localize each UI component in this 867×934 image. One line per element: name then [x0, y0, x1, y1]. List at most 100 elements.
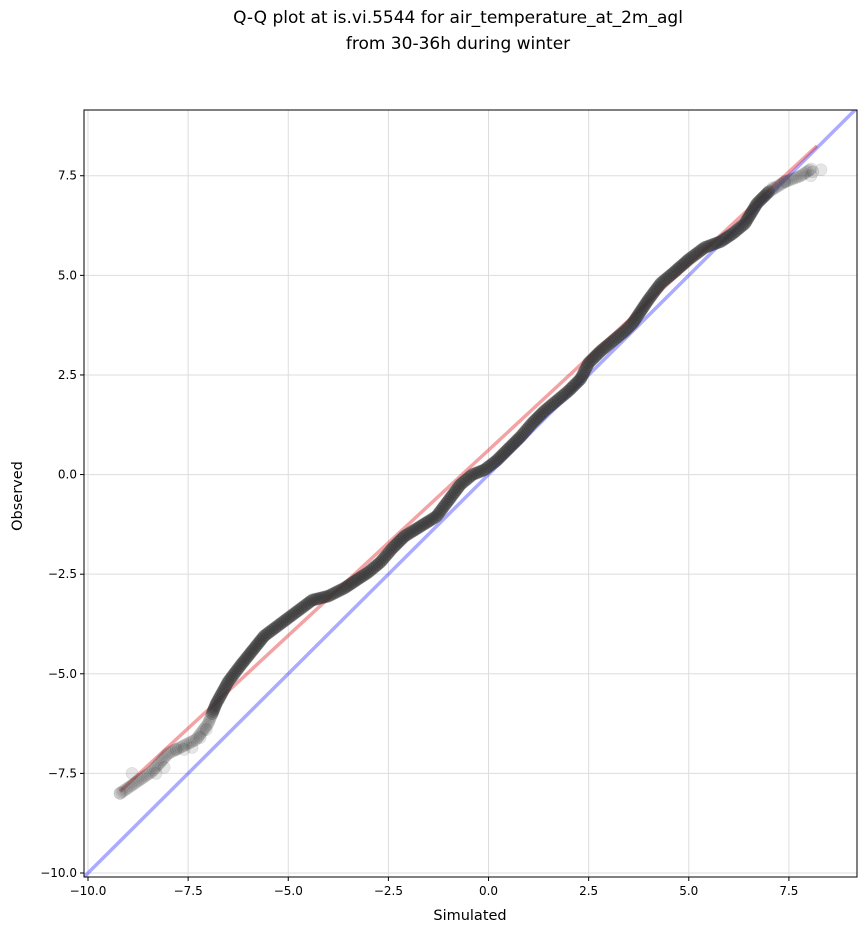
quantile-point: [509, 434, 523, 448]
quantile-point: [491, 452, 505, 466]
quantile-point: [738, 217, 752, 230]
quantile-point: [239, 652, 252, 666]
quantile-point: [189, 733, 203, 746]
quantile-point: [731, 222, 745, 236]
quantile-point: [500, 443, 514, 457]
quantile-point: [502, 442, 515, 456]
quantile-point: [266, 622, 280, 636]
quantile-point: [204, 709, 218, 723]
quantile-point: [753, 194, 767, 208]
quantile-point: [154, 755, 168, 769]
quantile-point: [317, 590, 331, 604]
quantile-point: [171, 742, 185, 755]
quantile-point: [177, 743, 191, 756]
quantile-point: [158, 750, 172, 764]
quantile-point: [248, 641, 262, 654]
quantile-point: [208, 699, 222, 713]
quantile-point: [454, 478, 467, 491]
quantile-point: [228, 666, 242, 680]
quantile-point: [224, 671, 238, 685]
fit-line: [118, 144, 819, 793]
quantile-point: [398, 529, 411, 543]
quantile-point: [750, 197, 764, 211]
quantile-point: [521, 421, 535, 435]
quantile-point: [311, 592, 325, 605]
quantile-point: [329, 585, 343, 599]
quantile-point: [323, 588, 337, 602]
quantile-point: [724, 228, 738, 242]
quantile-point: [333, 583, 347, 597]
quantile-point: [515, 428, 529, 442]
quantile-point: [657, 274, 671, 287]
quantile-point: [443, 492, 457, 506]
quantile-point: [602, 337, 616, 351]
quantile-point: [291, 604, 305, 618]
quantile-point: [577, 366, 591, 380]
quantile-point: [370, 558, 384, 572]
quantile-point: [147, 763, 160, 777]
x-tick-label: −5.0: [274, 884, 303, 898]
quantile-point: [136, 771, 150, 784]
quantile-point: [792, 170, 806, 183]
quantile-point: [181, 737, 195, 750]
quantile-point: [546, 397, 560, 411]
quantile-point: [647, 285, 661, 299]
quantile-point: [466, 468, 479, 481]
quantile-point: [286, 608, 300, 622]
quantile-point: [442, 494, 455, 507]
quantile-point: [125, 767, 139, 780]
quantile-point: [455, 476, 469, 490]
quantile-point: [185, 741, 199, 754]
quantile-point: [277, 614, 291, 628]
x-tick-label: −2.5: [374, 884, 403, 898]
quantile-point: [414, 519, 427, 533]
quantile-point: [440, 495, 454, 509]
quantile-point: [680, 254, 694, 268]
quantile-point: [764, 184, 778, 197]
quantile-point: [155, 753, 169, 767]
quantile-point: [385, 541, 399, 555]
quantile-point: [743, 208, 757, 221]
quantile-point: [716, 233, 729, 247]
quantile-point: [200, 718, 214, 732]
quantile-point: [747, 202, 760, 216]
quantile-point: [309, 592, 323, 606]
quantile-point: [117, 784, 131, 798]
quantile-point: [588, 350, 602, 364]
quantile-point: [479, 462, 493, 475]
quantile-point: [220, 677, 234, 691]
quantile-point: [529, 413, 542, 427]
quantile-point: [769, 180, 783, 194]
quantile-point: [706, 238, 720, 251]
quantile-point: [774, 177, 788, 191]
quantile-point: [148, 761, 162, 775]
quantile-point: [275, 616, 289, 630]
quantile-point: [343, 578, 356, 592]
quantile-point: [574, 372, 588, 386]
quantile-point: [650, 282, 664, 296]
quantile-point: [530, 411, 544, 425]
quantile-point: [661, 271, 675, 285]
plot-area: [84, 110, 857, 877]
quantile-point: [390, 537, 404, 551]
quantile-point: [708, 237, 722, 251]
quantile-point: [508, 436, 521, 450]
quantile-point: [656, 275, 669, 289]
quantile-point: [305, 593, 319, 607]
quantile-point: [523, 419, 536, 433]
quantile-point: [410, 522, 424, 535]
quantile-point: [548, 395, 562, 409]
quantile-point: [127, 777, 141, 790]
quantile-point: [229, 664, 243, 678]
quantile-point: [740, 213, 754, 227]
quantile-point: [776, 176, 790, 190]
quantile-point: [199, 723, 213, 736]
quantile-point: [597, 341, 611, 355]
quantile-point: [545, 398, 558, 412]
quantile-point: [298, 598, 312, 612]
quantile-point: [803, 163, 816, 177]
quantile-point: [474, 464, 487, 478]
quantile-point: [356, 569, 370, 583]
quantile-point: [786, 172, 800, 186]
quantile-point: [435, 502, 449, 516]
